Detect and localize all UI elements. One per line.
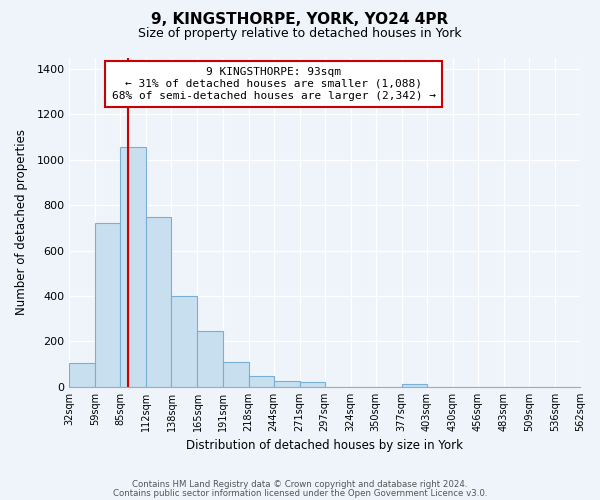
Bar	[121, 147, 146, 387]
Bar	[146, 216, 172, 387]
Text: 9 KINGSTHORPE: 93sqm
← 31% of detached houses are smaller (1,088)
68% of semi-de: 9 KINGSTHORPE: 93sqm ← 31% of detached h…	[112, 68, 436, 100]
Bar	[70, 363, 95, 387]
Bar	[402, 384, 427, 387]
Text: 9, KINGSTHORPE, YORK, YO24 4PR: 9, KINGSTHORPE, YORK, YO24 4PR	[151, 12, 449, 28]
Text: Contains public sector information licensed under the Open Government Licence v3: Contains public sector information licen…	[113, 488, 487, 498]
X-axis label: Distribution of detached houses by size in York: Distribution of detached houses by size …	[186, 440, 463, 452]
Bar	[95, 224, 121, 387]
Bar	[197, 332, 223, 387]
Bar	[274, 380, 299, 387]
Bar	[248, 376, 274, 387]
Text: Size of property relative to detached houses in York: Size of property relative to detached ho…	[138, 28, 462, 40]
Text: Contains HM Land Registry data © Crown copyright and database right 2024.: Contains HM Land Registry data © Crown c…	[132, 480, 468, 489]
Y-axis label: Number of detached properties: Number of detached properties	[15, 129, 28, 315]
Bar	[299, 382, 325, 387]
Bar	[223, 362, 248, 387]
Bar	[172, 296, 197, 387]
